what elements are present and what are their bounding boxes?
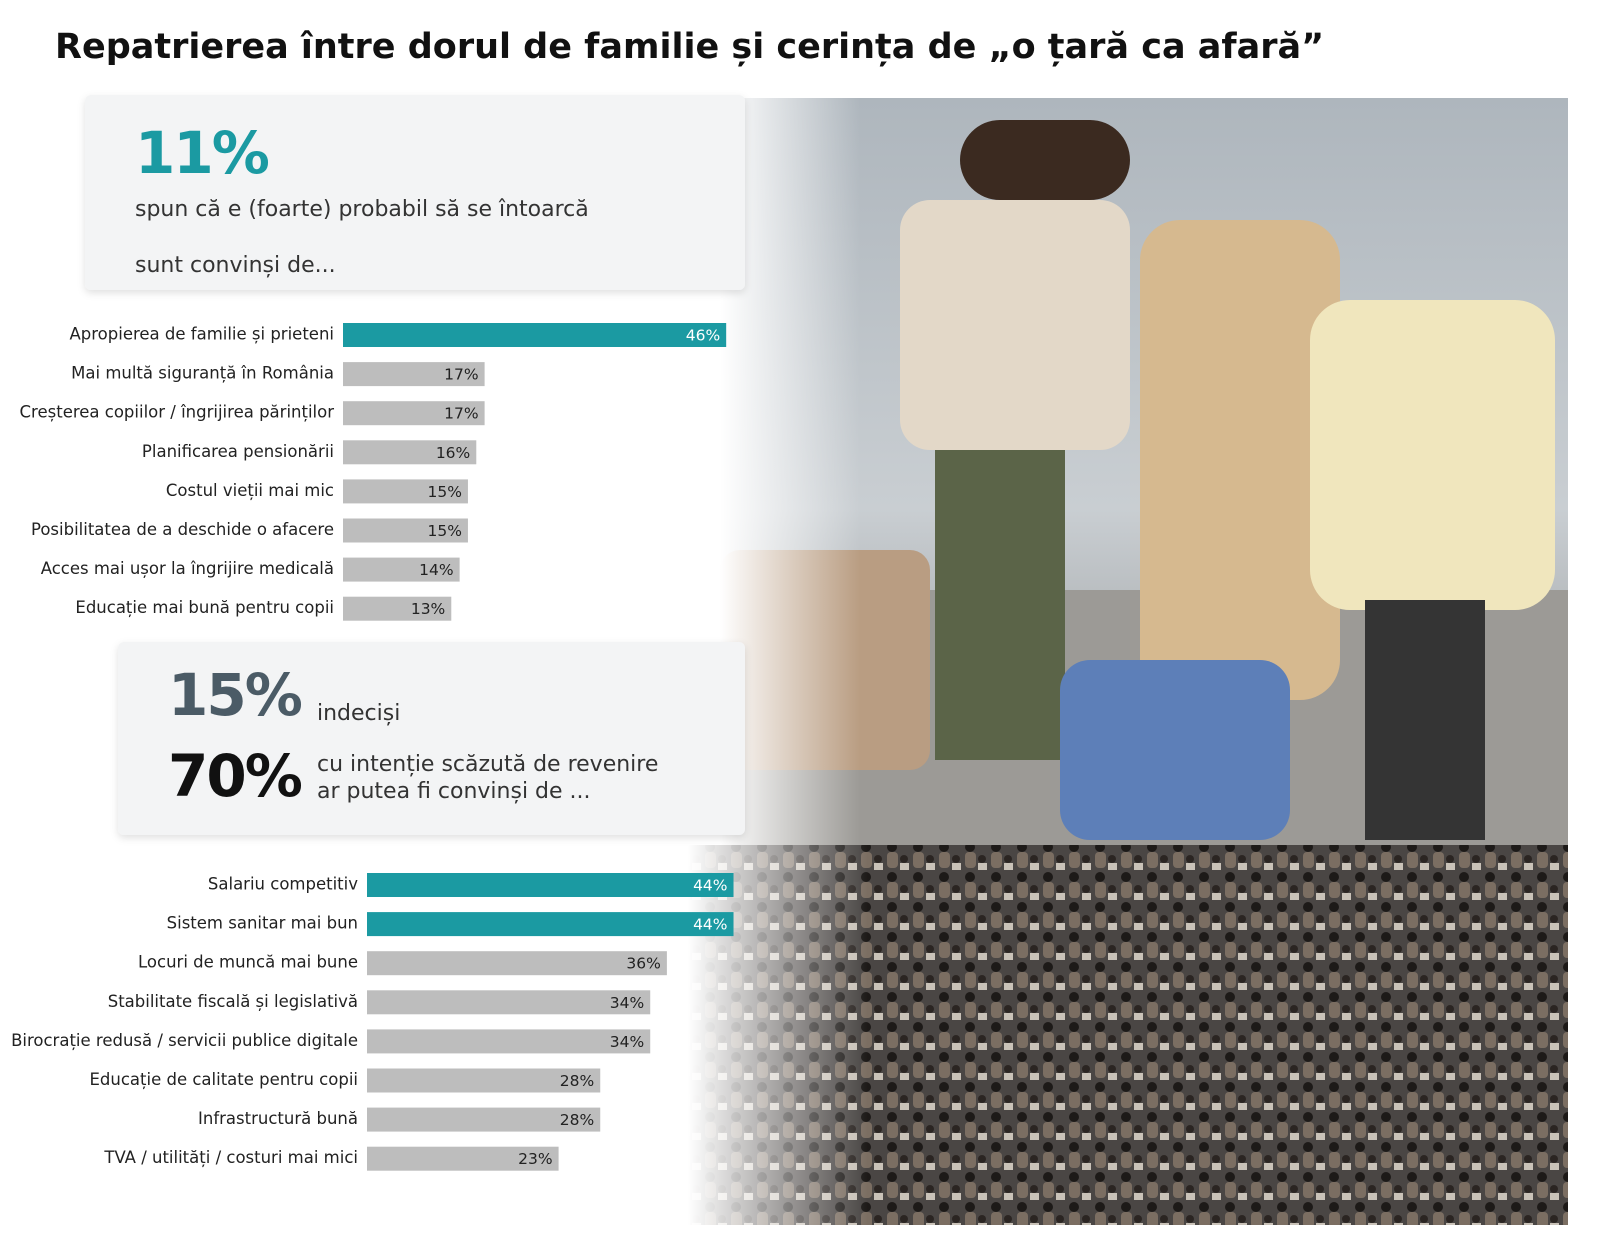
category-label: Posibilitatea de a deschide o afacere <box>31 520 334 539</box>
likely-percent: 11% <box>135 119 269 187</box>
undecided-text: indeciși <box>317 701 400 726</box>
value-label: 44% <box>693 916 727 934</box>
category-label: Apropierea de familie și prieteni <box>69 325 334 344</box>
category-label: Stabilitate fiscală și legislativă <box>108 992 358 1011</box>
value-label: 23% <box>518 1150 552 1168</box>
photo-crowd <box>688 845 1568 1225</box>
bar <box>343 323 727 347</box>
value-label: 16% <box>436 444 470 462</box>
photo-family <box>720 98 1568 845</box>
category-label: Birocrație redusă / servicii publice dig… <box>11 1031 358 1050</box>
category-label: Creșterea copiilor / îngrijirea părințil… <box>20 403 335 422</box>
likely-box <box>85 95 745 290</box>
value-label: 15% <box>427 483 461 501</box>
bar <box>367 912 734 937</box>
category-label: TVA / utilități / costuri mai mici <box>103 1148 358 1167</box>
value-label: 17% <box>444 405 478 423</box>
bar <box>343 479 468 504</box>
bar <box>343 440 477 465</box>
low-text: cu intenție scăzută de revenire <box>317 752 658 777</box>
category-label: Infrastructură bună <box>198 1109 358 1128</box>
value-label: 34% <box>610 1033 644 1051</box>
category-label: Mai multă siguranță în România <box>71 364 334 383</box>
category-label: Educație de calitate pentru copii <box>89 1070 358 1089</box>
value-label: 28% <box>560 1072 594 1090</box>
bar <box>343 596 452 621</box>
value-label: 34% <box>610 994 644 1012</box>
category-label: Costul vieții mai mic <box>166 481 334 500</box>
category-label: Acces mai ușor la îngrijire medicală <box>41 559 334 578</box>
bar <box>367 1107 601 1132</box>
undecided-percent: 15% <box>168 661 302 729</box>
category-label: Planificarea pensionării <box>142 442 334 461</box>
bar <box>367 1146 559 1171</box>
value-label: 46% <box>686 327 720 345</box>
low-percent: 70% <box>168 742 302 810</box>
value-label: 36% <box>626 955 660 973</box>
page-title: Repatrierea între dorul de familie și ce… <box>55 27 1324 67</box>
value-label: 28% <box>560 1111 594 1129</box>
value-label: 17% <box>444 366 478 384</box>
value-label: 14% <box>419 561 453 579</box>
bar <box>367 873 734 897</box>
undecided-box <box>118 642 745 835</box>
bar <box>343 401 485 426</box>
category-label: Sistem sanitar mai bun <box>167 914 358 933</box>
bar <box>367 990 651 1015</box>
bar <box>343 518 468 543</box>
bar <box>367 951 667 976</box>
category-label: Educație mai bună pentru copii <box>75 598 334 617</box>
bar <box>367 1029 651 1054</box>
category-label: Locuri de muncă mai bune <box>138 953 358 972</box>
low-lead: ar putea fi convinși de ... <box>317 779 591 804</box>
likely-lead: sunt convinși de... <box>135 253 336 278</box>
bar <box>343 362 485 387</box>
value-label: 44% <box>693 877 727 895</box>
bar <box>343 557 460 582</box>
value-label: 15% <box>427 522 461 540</box>
category-label: Salariu competitiv <box>208 875 358 894</box>
bar <box>367 1068 601 1093</box>
likely-text: spun că e (foarte) probabil să se întoar… <box>135 197 589 222</box>
value-label: 13% <box>411 600 445 618</box>
